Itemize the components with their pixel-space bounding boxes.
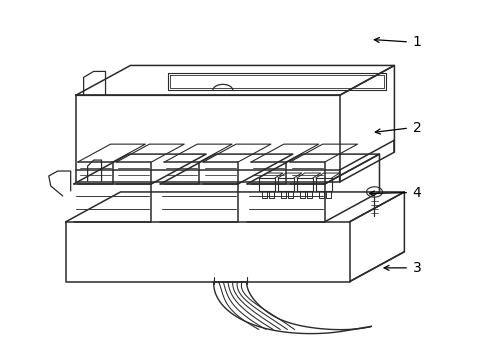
Text: 1: 1 — [412, 35, 421, 49]
Text: 4: 4 — [412, 185, 421, 199]
Text: 2: 2 — [412, 121, 421, 135]
Text: 3: 3 — [412, 261, 421, 275]
